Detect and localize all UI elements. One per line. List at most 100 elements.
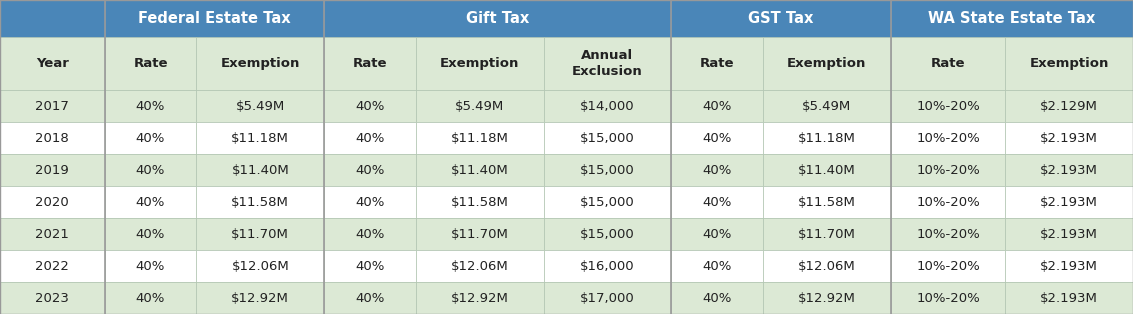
Bar bbox=[104, 0, 324, 37]
Text: $15,000: $15,000 bbox=[580, 132, 634, 145]
Bar bbox=[1005, 154, 1133, 186]
Text: $2.193M: $2.193M bbox=[1040, 164, 1098, 177]
Bar bbox=[324, 0, 671, 37]
Text: $11.70M: $11.70M bbox=[798, 228, 855, 241]
Text: $12.06M: $12.06M bbox=[231, 260, 289, 273]
Bar bbox=[763, 282, 891, 314]
Text: $15,000: $15,000 bbox=[580, 164, 634, 177]
Bar bbox=[196, 37, 324, 90]
Bar bbox=[671, 282, 763, 314]
Text: Year: Year bbox=[36, 57, 69, 70]
Bar bbox=[104, 90, 196, 122]
Text: 40%: 40% bbox=[136, 260, 165, 273]
Text: $15,000: $15,000 bbox=[580, 228, 634, 241]
Text: 40%: 40% bbox=[356, 164, 385, 177]
Bar bbox=[324, 90, 416, 122]
Text: $12.92M: $12.92M bbox=[231, 291, 289, 305]
Bar bbox=[196, 154, 324, 186]
Text: $11.58M: $11.58M bbox=[231, 196, 289, 209]
Text: 2019: 2019 bbox=[35, 164, 69, 177]
Bar bbox=[544, 186, 671, 218]
Bar bbox=[891, 37, 1005, 90]
Bar bbox=[324, 154, 416, 186]
Bar bbox=[416, 122, 544, 154]
Bar bbox=[763, 218, 891, 250]
Bar bbox=[0, 218, 104, 250]
Text: $12.06M: $12.06M bbox=[798, 260, 855, 273]
Bar bbox=[104, 250, 196, 282]
Text: Gift Tax: Gift Tax bbox=[466, 11, 529, 26]
Text: 10%-20%: 10%-20% bbox=[917, 100, 980, 113]
Bar bbox=[0, 0, 104, 37]
Text: 40%: 40% bbox=[136, 228, 165, 241]
Text: 40%: 40% bbox=[356, 260, 385, 273]
Bar bbox=[0, 250, 104, 282]
Bar bbox=[324, 218, 416, 250]
Bar bbox=[544, 37, 671, 90]
Text: Rate: Rate bbox=[134, 57, 168, 70]
Bar bbox=[196, 122, 324, 154]
Bar bbox=[104, 122, 196, 154]
Bar bbox=[891, 122, 1005, 154]
Bar bbox=[196, 90, 324, 122]
Text: 2023: 2023 bbox=[35, 291, 69, 305]
Text: 40%: 40% bbox=[702, 164, 732, 177]
Bar bbox=[416, 37, 544, 90]
Bar bbox=[416, 250, 544, 282]
Bar bbox=[1005, 218, 1133, 250]
Bar bbox=[891, 250, 1005, 282]
Bar bbox=[671, 186, 763, 218]
Text: $11.58M: $11.58M bbox=[451, 196, 509, 209]
Bar bbox=[104, 282, 196, 314]
Text: $2.193M: $2.193M bbox=[1040, 196, 1098, 209]
Text: 10%-20%: 10%-20% bbox=[917, 132, 980, 145]
Text: 2017: 2017 bbox=[35, 100, 69, 113]
Bar bbox=[0, 186, 104, 218]
Bar bbox=[104, 37, 196, 90]
Text: Rate: Rate bbox=[700, 57, 734, 70]
Bar bbox=[0, 37, 104, 90]
Bar bbox=[671, 37, 763, 90]
Text: Exemption: Exemption bbox=[440, 57, 519, 70]
Text: $12.06M: $12.06M bbox=[451, 260, 509, 273]
Bar bbox=[763, 250, 891, 282]
Text: $11.70M: $11.70M bbox=[231, 228, 289, 241]
Bar bbox=[416, 186, 544, 218]
Bar bbox=[196, 218, 324, 250]
Bar bbox=[891, 0, 1133, 37]
Bar bbox=[416, 282, 544, 314]
Text: 40%: 40% bbox=[356, 228, 385, 241]
Bar bbox=[544, 122, 671, 154]
Text: $11.18M: $11.18M bbox=[798, 132, 855, 145]
Text: Exemption: Exemption bbox=[1030, 57, 1109, 70]
Text: GST Tax: GST Tax bbox=[748, 11, 813, 26]
Text: 40%: 40% bbox=[702, 132, 732, 145]
Text: $11.40M: $11.40M bbox=[451, 164, 509, 177]
Bar bbox=[544, 282, 671, 314]
Bar bbox=[324, 250, 416, 282]
Bar bbox=[763, 37, 891, 90]
Bar bbox=[671, 154, 763, 186]
Bar bbox=[891, 282, 1005, 314]
Bar bbox=[763, 90, 891, 122]
Bar bbox=[0, 90, 104, 122]
Bar bbox=[104, 218, 196, 250]
Text: $5.49M: $5.49M bbox=[236, 100, 284, 113]
Text: 40%: 40% bbox=[136, 196, 165, 209]
Text: $11.18M: $11.18M bbox=[451, 132, 509, 145]
Text: Exemption: Exemption bbox=[221, 57, 300, 70]
Text: 40%: 40% bbox=[702, 291, 732, 305]
Text: $11.70M: $11.70M bbox=[451, 228, 509, 241]
Bar bbox=[1005, 122, 1133, 154]
Text: 10%-20%: 10%-20% bbox=[917, 291, 980, 305]
Text: Exemption: Exemption bbox=[787, 57, 867, 70]
Bar bbox=[671, 250, 763, 282]
Bar bbox=[763, 122, 891, 154]
Text: $17,000: $17,000 bbox=[580, 291, 634, 305]
Text: $12.92M: $12.92M bbox=[451, 291, 509, 305]
Text: 40%: 40% bbox=[702, 196, 732, 209]
Text: Annual
Exclusion: Annual Exclusion bbox=[572, 49, 642, 78]
Bar bbox=[1005, 90, 1133, 122]
Bar bbox=[671, 122, 763, 154]
Text: $2.193M: $2.193M bbox=[1040, 132, 1098, 145]
